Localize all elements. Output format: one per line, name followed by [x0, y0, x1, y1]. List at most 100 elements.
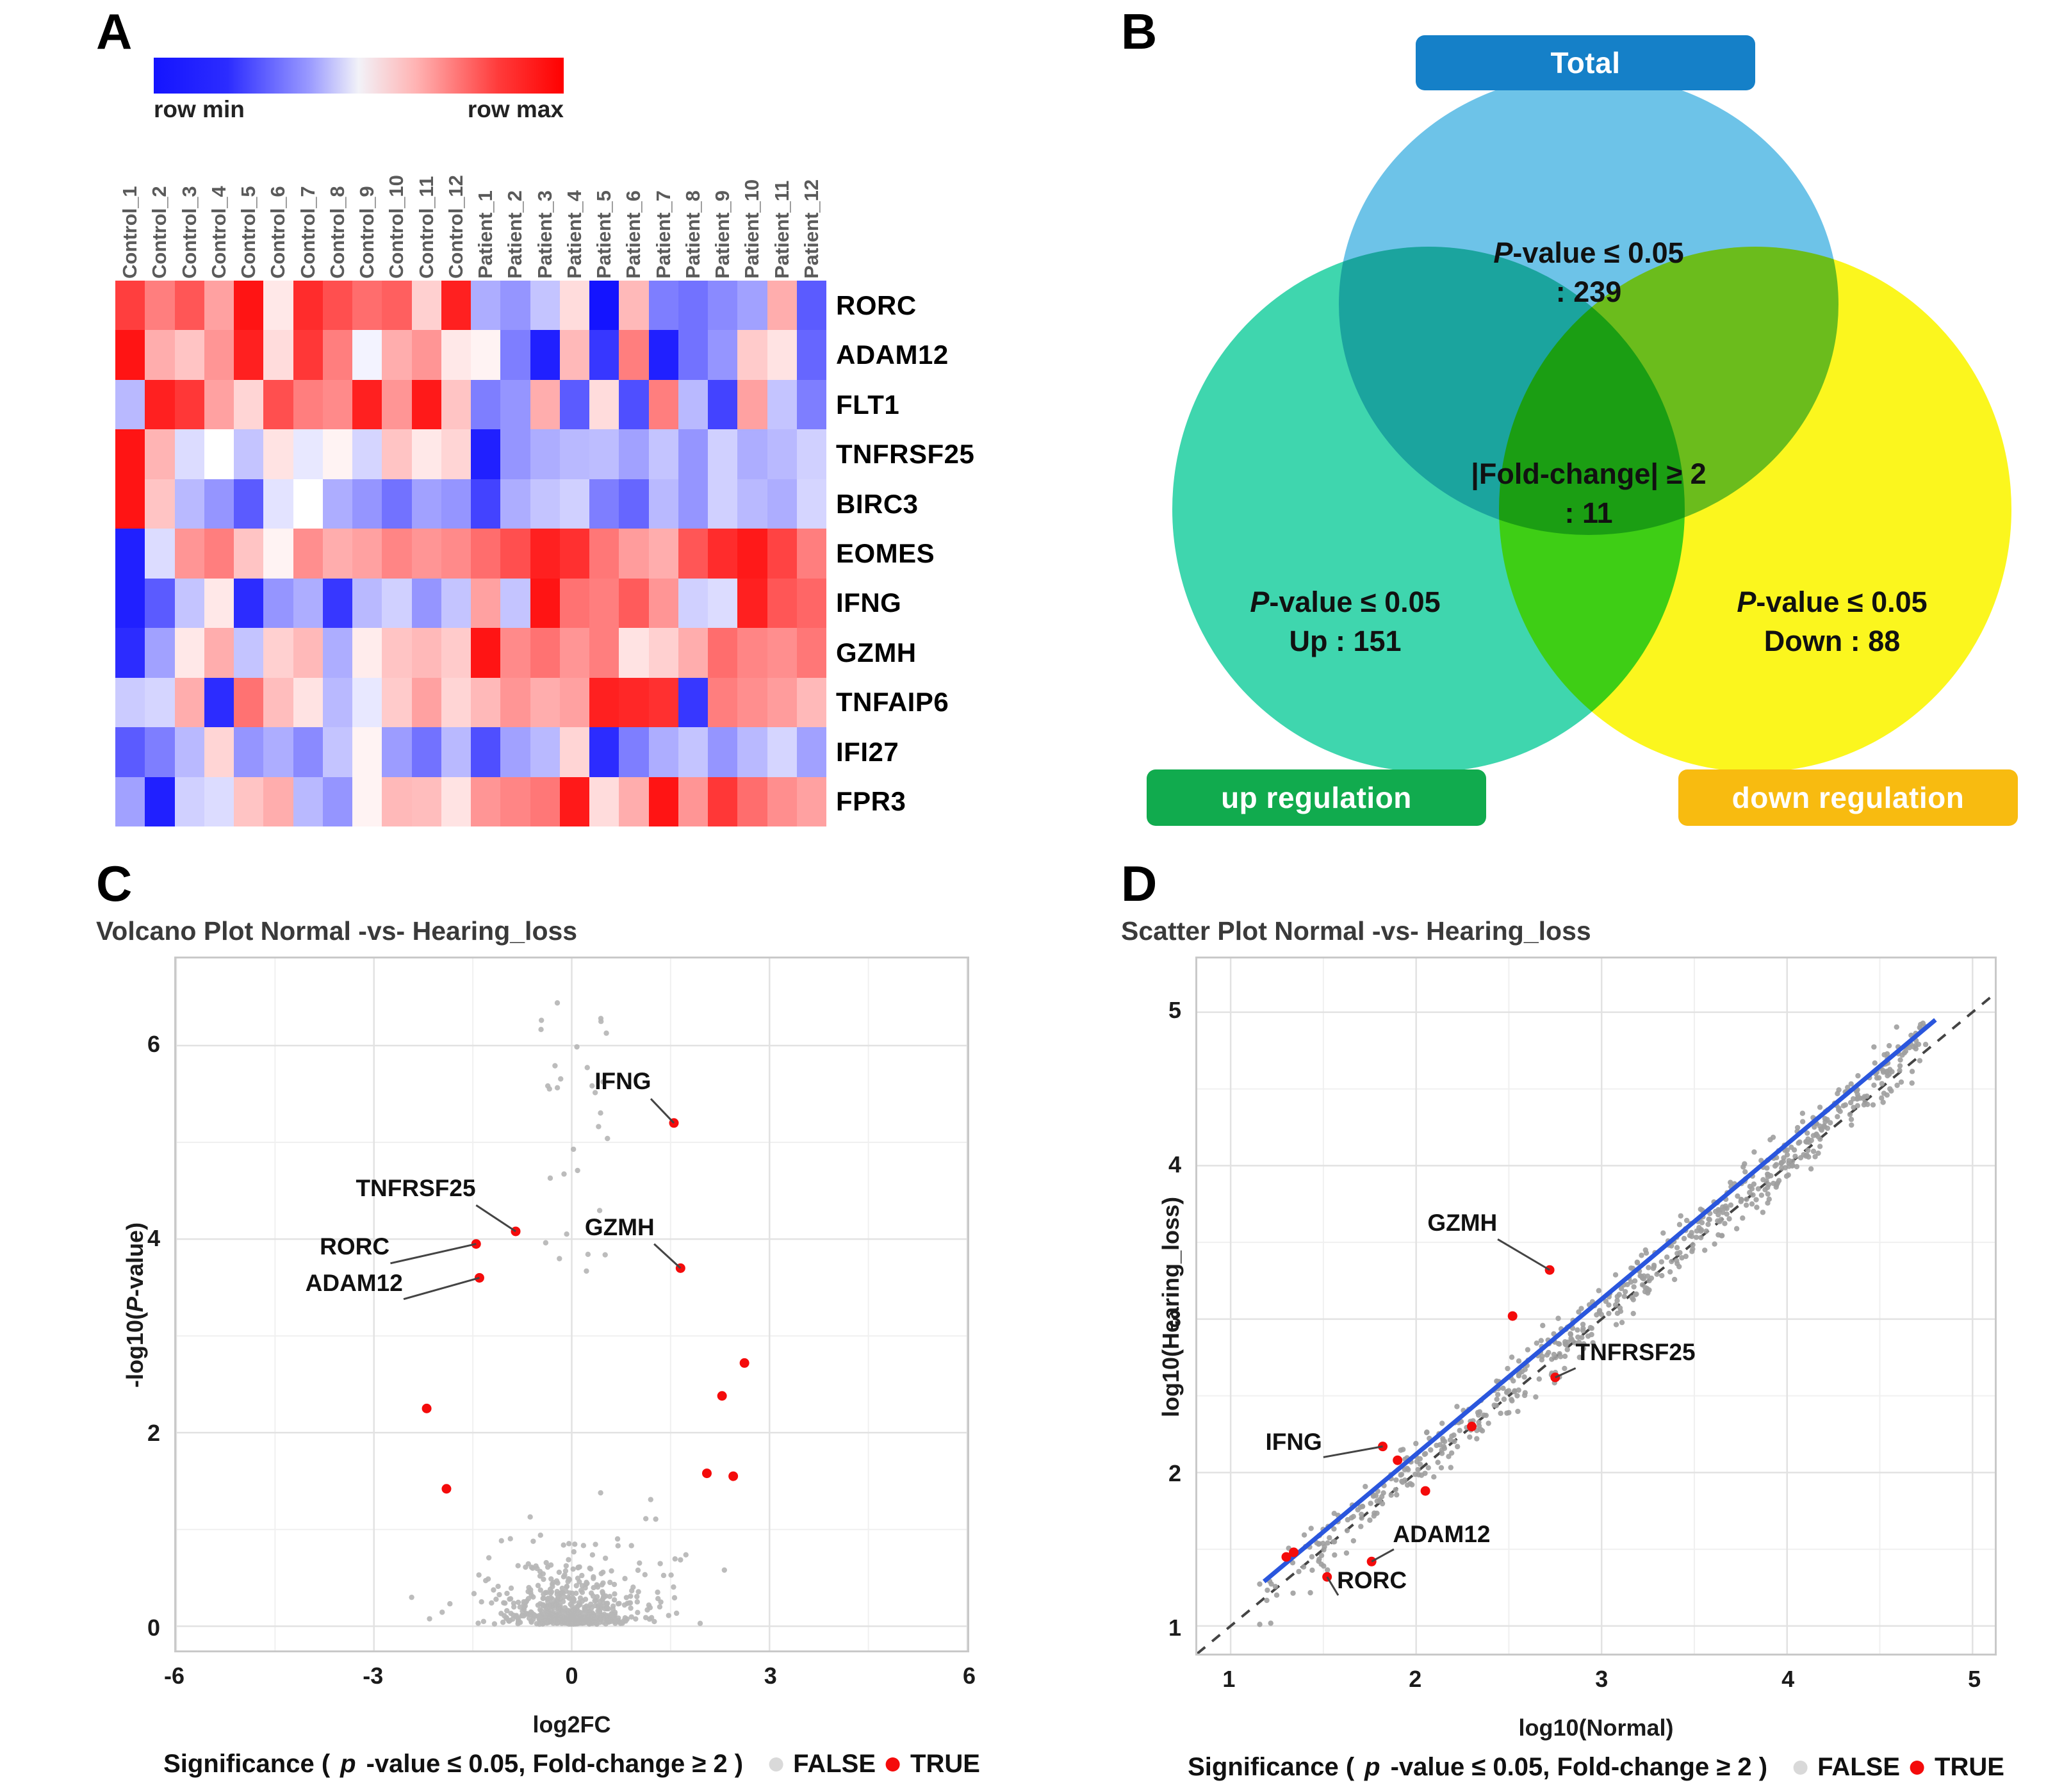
- scatter-point-nonsignificant: [427, 1616, 432, 1622]
- scatter-point-nonsignificant: [571, 1597, 577, 1602]
- heatmap-cell: [352, 628, 382, 678]
- scatter-point-nonsignificant: [1817, 1105, 1823, 1110]
- scatter-point-nonsignificant: [523, 1564, 528, 1570]
- scatter-point-nonsignificant: [1808, 1137, 1814, 1144]
- scatter-point-nonsignificant: [1719, 1233, 1725, 1238]
- legend-label-false: FALSE: [1817, 1753, 1901, 1781]
- volcano-x-axis-label: log2FC: [532, 1711, 611, 1738]
- scatter-point-nonsignificant: [498, 1538, 504, 1544]
- scatter-point-nonsignificant: [1698, 1206, 1703, 1212]
- scatter-point-nonsignificant: [1689, 1229, 1694, 1236]
- heatmap-column-label-text: Patient_6: [622, 190, 645, 279]
- heatmap-cell: [322, 677, 352, 728]
- heatmap-cell: [263, 727, 293, 777]
- scatter-point-nonsignificant: [1413, 1440, 1419, 1447]
- scatter-point-nonsignificant: [587, 1601, 594, 1607]
- heatmap-cell: [737, 777, 767, 826]
- scatter-point-nonsignificant: [1500, 1385, 1506, 1392]
- scatter-point-nonsignificant: [544, 1620, 550, 1626]
- heatmap-grid: [115, 281, 826, 826]
- heatmap-cell: [174, 281, 204, 331]
- scatter-point-nonsignificant: [600, 1589, 605, 1595]
- scatter-point-nonsignificant: [598, 1019, 604, 1024]
- scatter-point-nonsignificant: [1564, 1347, 1570, 1352]
- y-axis-tick-label: 4: [1168, 1151, 1181, 1178]
- scatter-point-nonsignificant: [600, 1569, 606, 1575]
- heatmap-gene-label: FLT1: [836, 389, 900, 420]
- scatter-point-nonsignificant: [1568, 1335, 1574, 1342]
- scatter-point-nonsignificant: [491, 1587, 496, 1593]
- heatmap-cell: [708, 330, 738, 380]
- heatmap-cell: [382, 628, 412, 678]
- scatter-point-nonsignificant: [588, 1618, 594, 1624]
- legend-title-prefix: Significance (: [1188, 1753, 1355, 1781]
- heatmap-column-label: Control_2: [145, 154, 174, 279]
- scatter-point-nonsignificant: [603, 1030, 609, 1036]
- heatmap-cell: [559, 529, 589, 579]
- heatmap-cell: [115, 529, 145, 579]
- scatter-point-nonsignificant: [1733, 1226, 1740, 1231]
- scatter-point-nonsignificant: [1514, 1393, 1520, 1399]
- gene-annotation-label: TNFRSF25: [1575, 1339, 1696, 1366]
- venn-diagram: Total up regulation down regulation P-va…: [1140, 35, 2024, 836]
- scatter-point-nonsignificant: [553, 1618, 559, 1623]
- scatter-point-nonsignificant: [479, 1599, 484, 1605]
- scatter-point-nonsignificant: [607, 1593, 613, 1600]
- scatter-point-nonsignificant: [1879, 1095, 1885, 1101]
- scatter-point-nonsignificant: [1634, 1260, 1641, 1266]
- heatmap-cell: [678, 330, 708, 380]
- heatmap-cell: [559, 281, 589, 331]
- scatter-point-nonsignificant: [1516, 1358, 1522, 1364]
- heatmap-cell: [708, 529, 738, 579]
- scatter-point-nonsignificant: [1539, 1353, 1545, 1360]
- scatter-point-nonsignificant: [1699, 1220, 1705, 1226]
- scatter-point-nonsignificant: [495, 1583, 501, 1590]
- scatter-point-nonsignificant: [560, 1599, 566, 1604]
- heatmap-cell: [352, 429, 382, 479]
- venn-total-pvalue-italic: P: [1493, 236, 1513, 269]
- scatter-point-nonsignificant: [607, 1579, 613, 1586]
- scatter-point-nonsignificant: [1639, 1253, 1644, 1258]
- scatter-point-nonsignificant: [583, 1609, 589, 1615]
- heatmap-cell: [708, 578, 738, 629]
- scatter-point-nonsignificant: [655, 1590, 660, 1595]
- heatmap-column-label-text: Patient_5: [593, 190, 616, 279]
- scatter-point-nonsignificant: [1614, 1297, 1620, 1304]
- scatter-point-nonsignificant: [557, 1256, 562, 1262]
- scatter-point-nonsignificant: [526, 1615, 532, 1622]
- heatmap-cell: [352, 330, 382, 380]
- scatter-point-nonsignificant: [1678, 1213, 1683, 1219]
- scatter-point-nonsignificant: [579, 1590, 585, 1595]
- scatter-point-nonsignificant: [447, 1601, 453, 1607]
- scatter-point-nonsignificant: [592, 1090, 598, 1096]
- scatter-point-nonsignificant: [1773, 1162, 1780, 1167]
- heatmap-cell: [619, 777, 649, 826]
- scatter-point-nonsignificant: [611, 1581, 618, 1588]
- scatter-point-nonsignificant: [595, 1602, 602, 1609]
- heatmap-column-label: Control_7: [293, 154, 323, 279]
- scatter-point-nonsignificant: [1808, 1166, 1814, 1172]
- scatter-point-nonsignificant: [1540, 1322, 1546, 1329]
- heatmap-cell: [767, 777, 797, 826]
- heatmap-cell: [767, 479, 797, 529]
- heatmap-cell: [619, 281, 649, 331]
- heatmap-column-label-text: Patient_9: [711, 190, 734, 279]
- scatter-point-nonsignificant: [566, 1609, 572, 1616]
- scatter-point-nonsignificant: [1851, 1105, 1856, 1110]
- scatter-point-nonsignificant: [580, 1620, 585, 1626]
- scatter-point-nonsignificant: [602, 1555, 609, 1561]
- scatter-point-nonsignificant: [1533, 1394, 1539, 1400]
- scatter-point-nonsignificant: [554, 1000, 561, 1006]
- scatter-point-nonsignificant: [1872, 1060, 1878, 1066]
- panel-b-letter: B: [1121, 3, 1158, 60]
- scatter-point-nonsignificant: [1755, 1186, 1762, 1192]
- heatmap-cell: [263, 479, 293, 529]
- venn-label-down: P-value ≤ 0.05 Down : 88: [1672, 583, 1992, 661]
- scatter-point-nonsignificant: [1783, 1173, 1790, 1179]
- scatter-point-nonsignificant: [1515, 1408, 1521, 1415]
- legend-label-true: TRUE: [910, 1750, 980, 1778]
- scatter-point-nonsignificant: [1855, 1073, 1861, 1079]
- scatter-point-nonsignificant: [1849, 1122, 1854, 1128]
- heatmap-colorbar: row min row max: [154, 58, 564, 123]
- scatter-point-nonsignificant: [409, 1594, 414, 1600]
